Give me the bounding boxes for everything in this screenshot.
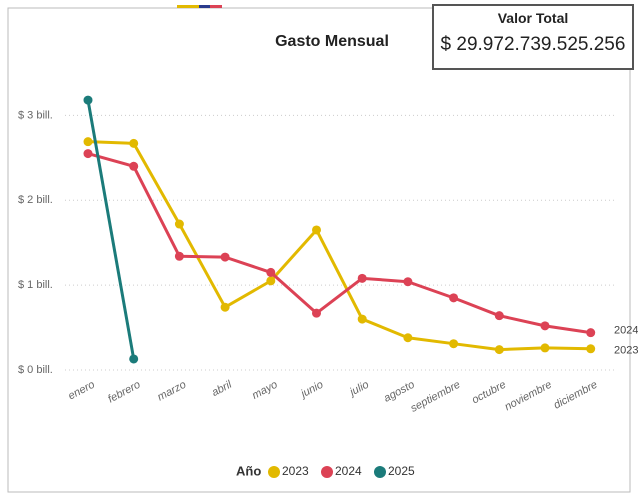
legend-title: Año [236,463,261,478]
series-line [87,140,591,352]
data-point [220,302,230,312]
kpi-card: Valor Total $ 29.972.739.525.256 [432,4,634,70]
data-point [403,277,413,287]
data-point [586,328,596,338]
data-point [83,149,93,159]
data-point [357,273,367,283]
series-end-label: 2023 [614,345,638,357]
data-point [540,321,550,331]
data-point [83,137,93,147]
data-point [174,251,184,261]
data-point [266,276,276,286]
series-line [87,152,591,335]
data-point [312,308,321,318]
series-end-label: 2024 [614,325,638,337]
card-value: $ 29.972.739.525.256 [440,34,626,55]
data-point [540,343,550,353]
chart-panel [7,7,631,493]
data-point [449,293,459,303]
data-point [220,252,230,262]
data-point [449,339,459,349]
decor [177,5,199,8]
y-tick-label: $ 0 bill. [18,364,53,376]
data-point [129,138,139,148]
data-point [129,161,139,171]
data-point [129,354,139,364]
decor [199,5,210,8]
data-point [312,225,321,235]
data-point [586,344,596,354]
legend-swatch [374,466,386,478]
chart-title: Gasto Mensual [275,33,389,50]
data-point [403,333,413,343]
legend-label: 2025 [388,464,415,478]
data-point [494,345,504,355]
data-point [494,311,504,321]
legend-swatch [268,466,280,478]
y-tick-label: $ 3 bill. [18,109,53,121]
legend-label: 2024 [335,464,362,478]
legend-label: 2023 [282,464,309,478]
data-point [266,267,276,277]
data-point [357,314,367,324]
y-tick-label: $ 1 bill. [18,279,53,291]
legend-swatch [321,466,333,478]
data-point [83,95,93,105]
decor [210,5,222,8]
card-title: Valor Total [497,10,569,26]
series-line [86,99,136,360]
y-tick-label: $ 2 bill. [18,194,53,206]
data-point [174,219,184,229]
